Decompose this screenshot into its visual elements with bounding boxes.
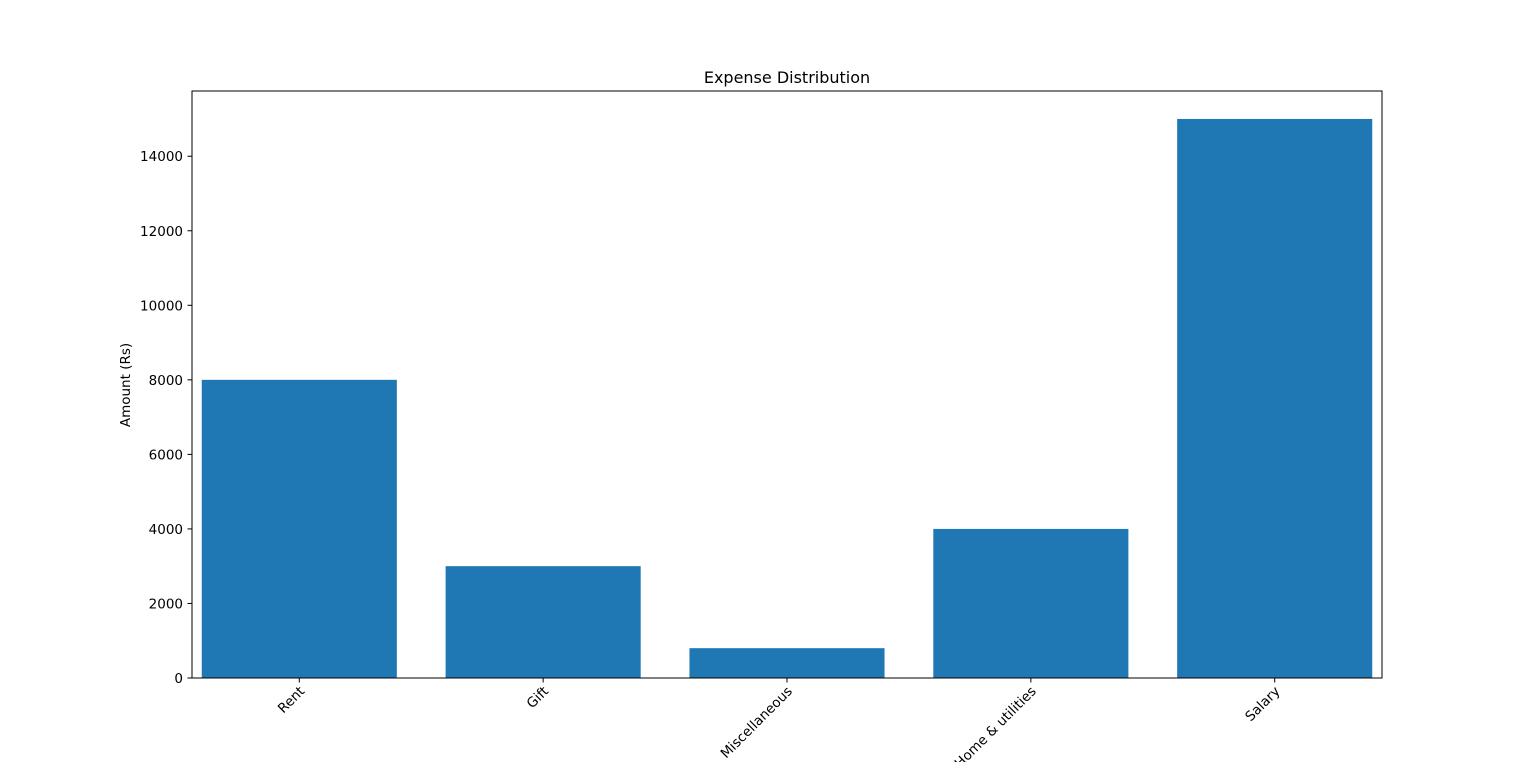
- y-tick-label: 2000: [149, 596, 183, 612]
- plot-frame: [191, 90, 1383, 679]
- bars-group: [201, 118, 1373, 678]
- bar-gift: [445, 566, 641, 678]
- bar-miscellaneous: [689, 648, 885, 678]
- bar-rent: [201, 379, 397, 678]
- x-tick-label: Rent: [275, 684, 308, 717]
- x-tick-label: Home & utilities: [952, 684, 1040, 762]
- x-tick-label: Salary: [1242, 684, 1283, 725]
- y-axis-label: Amount (Rs): [118, 343, 134, 427]
- x-axis-ticks: Rent Gift Miscellaneous Home & utilities Sal…: [275, 678, 1284, 762]
- y-tick-label: 12000: [140, 224, 183, 240]
- y-tick-label: 4000: [149, 522, 183, 538]
- y-axis-ticks: 0 2000 4000 6000 8000 10000 12000 14000: [140, 149, 192, 687]
- y-tick-label: 6000: [149, 447, 183, 463]
- y-tick-label: 0: [174, 671, 183, 687]
- chart-title: Expense Distribution: [704, 68, 870, 87]
- x-tick-label: Gift: [524, 684, 552, 712]
- bar-salary: [1177, 118, 1373, 678]
- y-tick-label: 8000: [149, 373, 183, 389]
- bar-home-utilities: [933, 528, 1129, 678]
- y-tick-label: 10000: [140, 298, 183, 314]
- y-tick-label: 14000: [140, 149, 183, 165]
- x-tick-label: Miscellaneous: [718, 684, 796, 762]
